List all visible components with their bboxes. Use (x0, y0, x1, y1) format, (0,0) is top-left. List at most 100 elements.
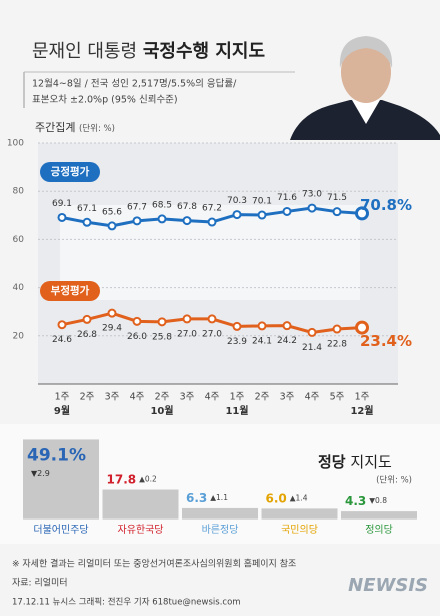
point (307, 327, 317, 337)
point (57, 320, 67, 330)
point (57, 212, 67, 222)
point (207, 217, 217, 227)
category-label: 자유한국당 (118, 524, 164, 536)
value-label: 70.3 (227, 196, 247, 206)
last-value-label: 70.8% (360, 196, 412, 214)
footer-credit: 17.12.11 뉴시스 그래픽: 전진우 기자 618tue@newsis.c… (12, 597, 241, 608)
point (332, 207, 342, 217)
value-label: 68.5 (152, 200, 172, 210)
party-unit: (단위: %) (376, 475, 412, 486)
category-label: 정의당 (365, 524, 393, 536)
legend-badge (40, 281, 100, 301)
portrait-shirt (352, 100, 380, 124)
value-label: 6.0 ▲1.4 (266, 491, 308, 505)
footer-note: ※ 자세한 결과는 리얼미터 또는 중앙선거여론조사심의위원회 홈페이지 참조 (12, 558, 296, 570)
value-label: 6.3 ▲1.1 (186, 490, 228, 504)
y-tick-label: 100 (7, 139, 24, 149)
category-label: 바른정당 (202, 524, 239, 536)
x-tick-label: 2주 (155, 392, 170, 403)
x-tick-label: 4주 (130, 392, 145, 403)
bar (102, 489, 179, 518)
point (132, 216, 142, 226)
value-label: 67.8 (177, 202, 197, 212)
point (232, 321, 242, 331)
value-label: 4.3 ▼0.8 (345, 494, 387, 508)
value-label: 67.7 (127, 202, 147, 212)
point (355, 320, 369, 335)
value-label: 22.8 (327, 340, 347, 350)
value-text: 6.3 (186, 490, 207, 504)
value-text: 17.8 (107, 472, 137, 486)
party-title: 지지도 (350, 453, 392, 471)
x-tick-label: 3주 (105, 392, 120, 403)
value-label: 24.2 (277, 336, 297, 346)
title-light: 문재인 대통령 (32, 41, 137, 62)
month-label: 10월 (150, 405, 173, 417)
party-title-bold: 정당 (318, 453, 346, 471)
value-label: 23.9 (227, 337, 247, 347)
point (107, 308, 117, 318)
point (132, 316, 142, 326)
value-label: 65.6 (102, 207, 122, 217)
x-tick-label: 1주 (355, 392, 370, 403)
value-label: 70.1 (252, 197, 272, 207)
value-label: 17.8 ▲0.2 (107, 472, 158, 486)
change-label: ▲1.4 (290, 493, 308, 502)
y-tick-label: 40 (13, 283, 25, 293)
x-tick-label: 3주 (180, 392, 195, 403)
subtitle: 표본오차 ±2.0%p (95% 신뢰수준) (32, 94, 178, 106)
point (307, 203, 317, 213)
value-label: 25.8 (152, 332, 172, 342)
value-label: 49.1% (27, 445, 86, 465)
category-label: 더불어민주당 (33, 524, 88, 536)
point (182, 216, 192, 226)
portrait-face (341, 41, 391, 103)
value-label: 27.0 (202, 329, 222, 339)
y-tick-label: 60 (13, 235, 25, 245)
line-unit: (단위: %) (79, 123, 115, 134)
point (107, 221, 117, 231)
portrait (290, 36, 440, 140)
value-label: 67.1 (77, 204, 97, 214)
point (355, 206, 369, 221)
bar (182, 507, 258, 518)
legend-label: 부정평가 (51, 284, 90, 297)
y-tick-label: 20 (13, 331, 25, 341)
footer-source: 자료: 리얼미터 (12, 578, 68, 589)
value-label: 26.0 (127, 332, 147, 342)
logo: NEWSIS (348, 575, 428, 596)
point (157, 214, 167, 224)
portrait-hair (339, 36, 393, 68)
x-tick-label: 1주 (55, 392, 70, 403)
x-tick-label: 2주 (255, 392, 270, 403)
subtitle: 12월4~8일 / 전국 성인 2,517명/5.5%의 응답률/ (32, 78, 237, 90)
title-bold: 국정수행 지지도 (143, 41, 265, 62)
value-label: 73.0 (302, 190, 322, 200)
x-tick-label: 5주 (330, 392, 345, 403)
point (157, 317, 167, 327)
point (332, 324, 342, 334)
value-label: 21.4 (302, 343, 322, 353)
value-label: 69.1 (52, 199, 72, 209)
x-tick-label: 1주 (230, 392, 245, 403)
x-tick-label: 4주 (305, 392, 320, 403)
value-label: 67.2 (202, 204, 222, 214)
x-tick-label: 3주 (280, 392, 295, 403)
value-text: 6.0 (266, 491, 287, 505)
title: 문재인 대통령 국정수행 지지도 (32, 41, 265, 62)
point (82, 314, 92, 324)
point (207, 314, 217, 324)
change-label: ▼2.9 (31, 469, 50, 478)
point (82, 217, 92, 227)
value-text: 49.1% (27, 445, 86, 465)
category-label: 국민의당 (281, 524, 318, 536)
point (282, 206, 292, 216)
bar (261, 508, 338, 518)
month-label: 11월 (225, 405, 248, 417)
value-label: 24.6 (52, 335, 72, 345)
party-heading: 정당 지지도 (318, 453, 392, 471)
change-label: ▲0.2 (139, 475, 157, 484)
value-text: 4.3 (345, 494, 366, 508)
